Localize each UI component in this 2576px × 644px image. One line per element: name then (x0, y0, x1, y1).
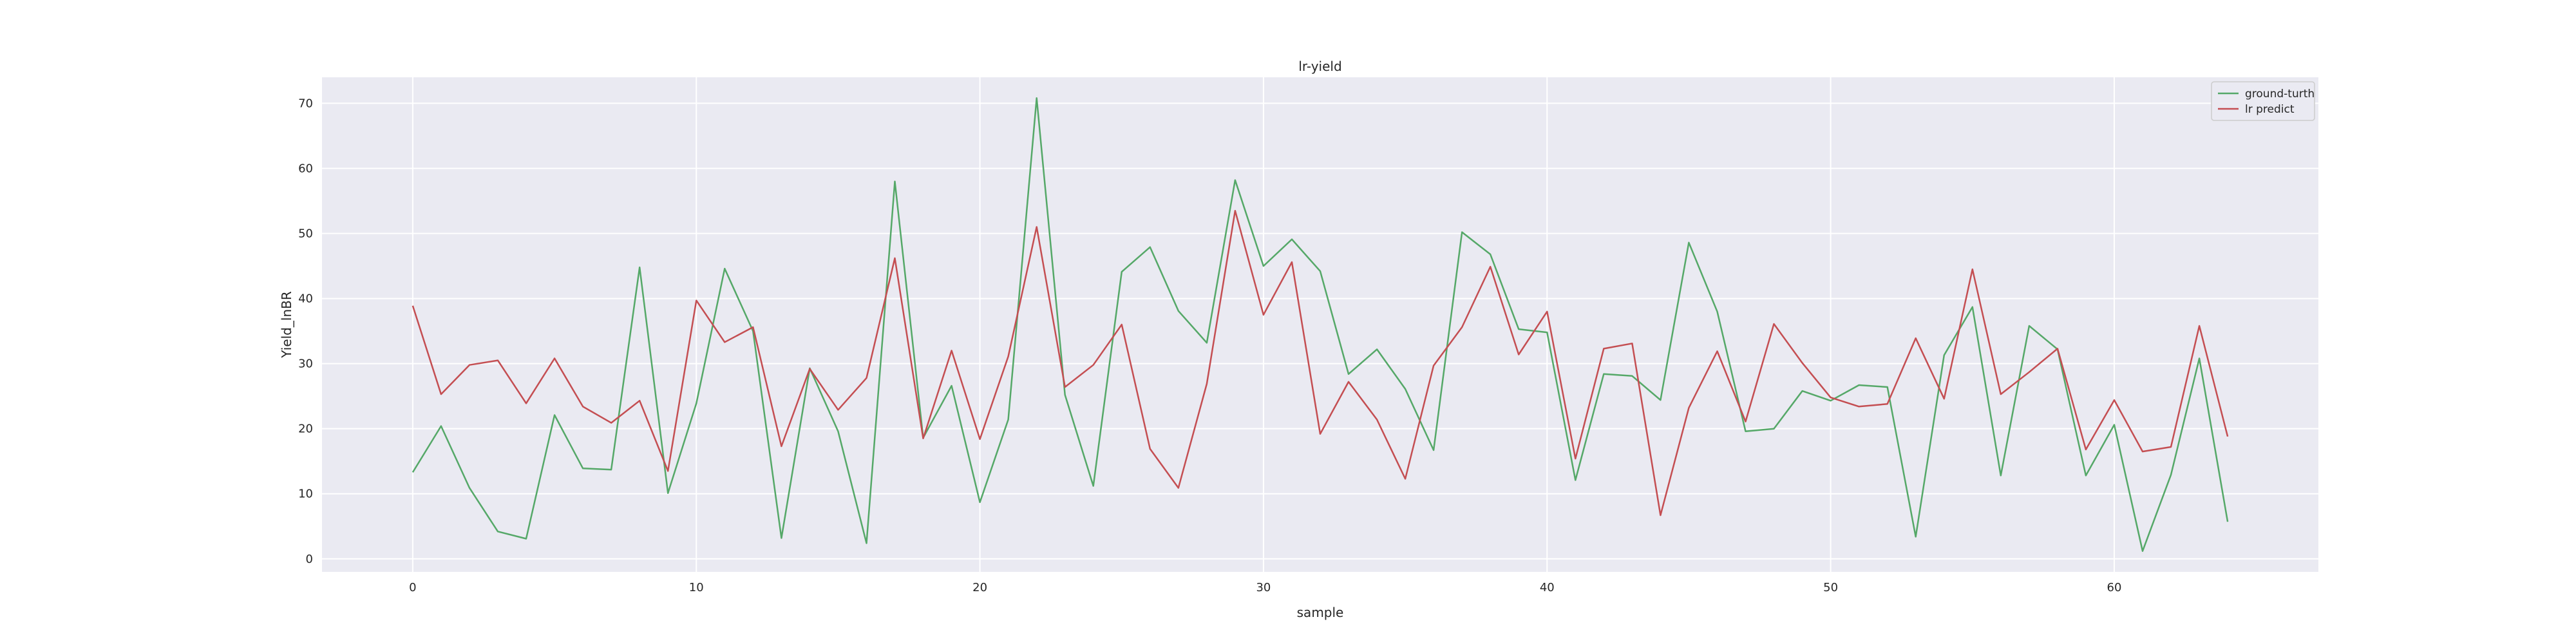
y-tick-label: 50 (298, 227, 313, 241)
legend-label-lr-predict: lr predict (2245, 103, 2295, 116)
legend-box (2211, 81, 2315, 121)
legend: ground-turth lr predict (2211, 81, 2315, 121)
x-tick-label: 30 (1256, 581, 1271, 594)
tick-labels: 0 10 20 30 40 50 60 0 10 20 30 40 50 60 70 (298, 97, 2121, 594)
x-tick-label: 60 (2107, 581, 2122, 594)
y-tick-label: 60 (298, 162, 313, 175)
x-tick-label: 40 (1540, 581, 1555, 594)
chart-title: lr-yield (1298, 59, 1341, 74)
x-axis-label: sample (1297, 605, 1344, 620)
x-tick-label: 0 (409, 581, 416, 594)
plot-area (322, 77, 2318, 572)
series-line-ground-turth (412, 97, 2229, 552)
grid-lines (322, 77, 2318, 572)
y-tick-label: 10 (298, 488, 313, 501)
x-tick-label: 50 (1823, 581, 1838, 594)
y-tick-label: 30 (298, 357, 313, 371)
y-axis-label: Yield_lnBR (279, 291, 294, 359)
y-tick-label: 70 (298, 97, 313, 110)
x-tick-label: 10 (689, 581, 704, 594)
legend-label-ground-turth: ground-turth (2245, 88, 2315, 100)
y-tick-label: 0 (306, 553, 313, 566)
series-lines (412, 97, 2229, 552)
y-tick-label: 20 (298, 422, 313, 436)
series-line-lr-predict (412, 209, 2229, 516)
y-tick-label: 40 (298, 292, 313, 306)
x-tick-label: 20 (972, 581, 987, 594)
